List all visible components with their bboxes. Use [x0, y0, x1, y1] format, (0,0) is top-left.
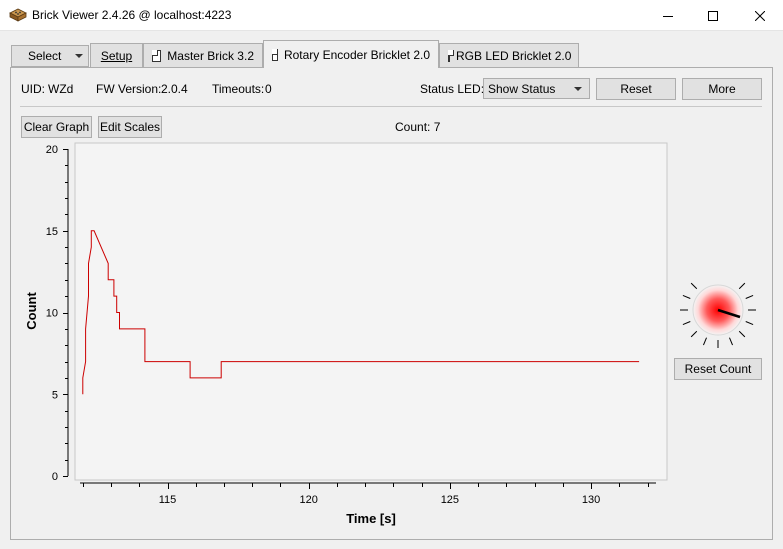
minimize-button[interactable]: [645, 0, 691, 31]
knob-tick: [690, 330, 698, 338]
knob-tick: [682, 321, 691, 326]
detach-window-icon: [448, 49, 454, 62]
detach-window-icon: [152, 49, 162, 62]
knob-tick: [745, 294, 754, 299]
clear-graph-label: Clear Graph: [23, 120, 90, 134]
minimize-icon: [663, 15, 673, 17]
plot-area: [74, 142, 668, 481]
knob-tick: [738, 282, 746, 290]
x-tick-label: 120: [300, 494, 318, 506]
brick-viewer-app-icon: [9, 8, 27, 22]
separator: [20, 106, 762, 107]
y-tick-label: 0: [52, 471, 58, 483]
y-tick-label: 5: [52, 389, 58, 401]
chevron-down-icon: [574, 87, 582, 91]
title-bar: Brick Viewer 2.4.26 @ localhost:4223: [0, 0, 783, 31]
knob-tick: [682, 294, 691, 299]
knob-tick: [738, 330, 746, 338]
close-icon: [755, 10, 765, 21]
tab-master-brick[interactable]: Master Brick 3.2: [143, 43, 263, 67]
fw-version-value: 2.0.4: [161, 82, 188, 96]
knob-tick: [702, 337, 707, 346]
uid-value: WZd: [48, 82, 74, 96]
tab-setup[interactable]: Setup: [90, 43, 143, 67]
chevron-down-icon: [75, 54, 83, 58]
tab-rotary-encoder[interactable]: Rotary Encoder Bricklet 2.0: [263, 40, 439, 68]
reset-button-label: Reset: [620, 82, 652, 96]
count-readout: Count: 7: [395, 120, 441, 134]
tab-rgb-led-label: RGB LED Bricklet 2.0: [456, 48, 572, 63]
select-label: Select: [28, 49, 62, 63]
status-led-label: Status LED:: [420, 82, 485, 96]
series-line-0: [82, 230, 640, 395]
select-dropdown[interactable]: Select: [11, 45, 89, 67]
tab-setup-label: Setup: [100, 48, 133, 63]
x-axis-label: Time [s]: [346, 511, 396, 526]
knob-tick: [729, 337, 734, 346]
reset-button[interactable]: Reset: [596, 78, 676, 100]
detach-window-icon: [272, 48, 278, 61]
x-tick-label: 130: [582, 494, 600, 506]
more-button-label: More: [708, 82, 736, 96]
fw-version-label: FW Version:: [96, 82, 162, 96]
tab-rotary-encoder-label: Rotary Encoder Bricklet 2.0: [283, 47, 430, 62]
status-led-value: Show Status: [488, 81, 556, 96]
close-button[interactable]: [737, 0, 783, 31]
x-tick-label: 125: [441, 494, 459, 506]
maximize-icon: [708, 10, 718, 21]
window-title: Brick Viewer 2.4.26 @ localhost:4223: [32, 8, 232, 22]
knob-tick: [745, 321, 754, 326]
knob-indicator: [717, 308, 741, 319]
edit-scales-button[interactable]: Edit Scales: [98, 116, 162, 138]
timeouts-value: 0: [265, 82, 272, 96]
y-tick-label: 20: [46, 144, 58, 156]
y-tick-label: 10: [46, 308, 58, 320]
status-led-select[interactable]: Show Status: [483, 78, 590, 99]
more-button[interactable]: More: [682, 78, 762, 100]
x-tick-label: 115: [159, 494, 177, 506]
uid-label: UID:: [21, 82, 45, 96]
tab-master-brick-label: Master Brick 3.2: [167, 48, 254, 63]
y-axis-label: Count: [24, 292, 39, 330]
reset-count-label: Reset Count: [684, 362, 752, 376]
maximize-button[interactable]: [690, 0, 736, 31]
y-tick-label: 15: [46, 226, 58, 238]
knob-tick: [690, 282, 698, 290]
timeouts-label: Timeouts:: [212, 82, 265, 96]
reset-count-button[interactable]: Reset Count: [674, 358, 762, 380]
clear-graph-button[interactable]: Clear Graph: [21, 116, 92, 138]
knob-tick-marks: [680, 282, 756, 348]
rotary-knob[interactable]: [676, 268, 760, 352]
tab-rgb-led[interactable]: RGB LED Bricklet 2.0: [439, 43, 579, 67]
edit-scales-label: Edit Scales: [99, 120, 161, 134]
